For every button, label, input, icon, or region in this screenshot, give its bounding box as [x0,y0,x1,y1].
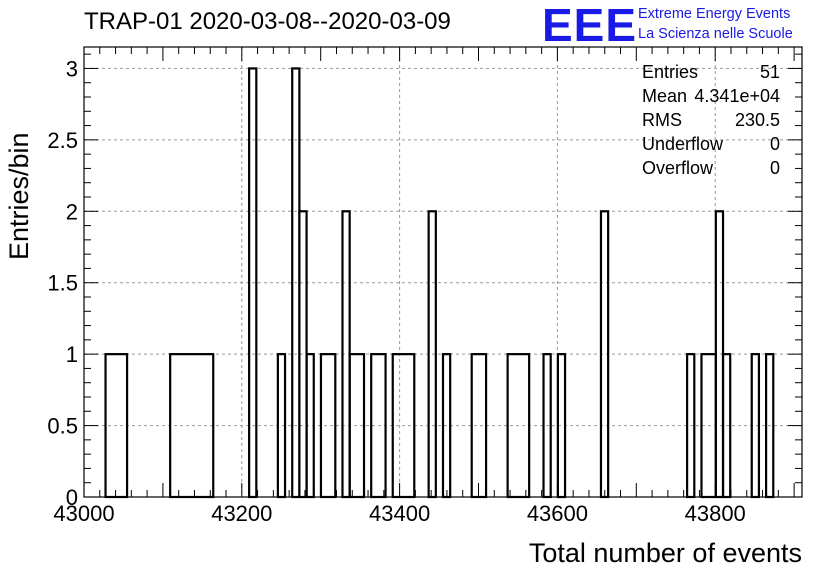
stats-row-entries: Entries 51 [642,60,782,84]
y-tick-label: 0.5 [47,414,78,439]
y-tick-label: 0 [66,485,78,510]
y-tick-label: 3 [66,56,78,81]
x-tick-label: 43200 [211,501,272,526]
stats-label: Underflow [642,134,724,154]
logo-line-1: Extreme Energy Events [638,6,791,22]
x-tick-label: 43000 [53,501,114,526]
histogram-bin [305,353,315,499]
histogram-bin [319,353,337,499]
stats-value: 230.5 [734,110,780,130]
logo-mark: EEE [542,0,638,51]
stats-value: 51 [759,62,780,82]
chart-title: TRAP-01 2020-03-08--2020-03-09 [84,8,451,35]
stats-row-mean: Mean 4.341e+04 [642,84,782,108]
stats-row-overflow: Overflow 0 [642,156,782,180]
x-tick-label: 43600 [527,501,588,526]
histogram-bin [750,353,761,499]
y-tick-label: 2 [66,199,78,224]
logo-text: Extreme Energy Events La Scienza nelle S… [638,4,793,44]
stats-label: Overflow [642,158,714,178]
stats-label: Mean [642,86,688,106]
stats-box: Entries 51 Mean 4.341e+04 RMS 230.5 Unde… [642,60,782,180]
histogram-bin [276,353,287,499]
histogram-bin [556,353,567,499]
stats-value: 4.341e+04 [694,86,780,106]
stats-label: RMS [642,110,682,130]
y-tick-label: 1 [66,342,78,367]
stats-value: 0 [769,158,780,178]
plot-frame [83,46,803,498]
y-axis-label: Entries/bin [4,132,34,260]
y-tick-label: 2.5 [47,128,78,153]
eee-logo: EEE Extreme Energy Events La Scienza nel… [542,0,793,51]
x-tick-label: 43400 [369,501,430,526]
stats-value: 0 [769,134,780,154]
stats-label: Entries [642,62,699,82]
histogram-bin [599,210,610,499]
logo-line-2: La Scienza nelle Scuole [638,26,793,42]
axes: 43000 43200 43400 43600 43800 0 0.5 1 1.5 2 2.5 3 [47,46,803,526]
x-axis-label: Total number of events [528,538,802,568]
y-tick-label: 1.5 [47,271,78,296]
stats-row-rms: RMS 230.5 [642,108,782,132]
x-tick-label: 43800 [685,501,746,526]
stats-row-underflow: Underflow 0 [642,132,782,156]
histogram-bin [470,353,488,499]
